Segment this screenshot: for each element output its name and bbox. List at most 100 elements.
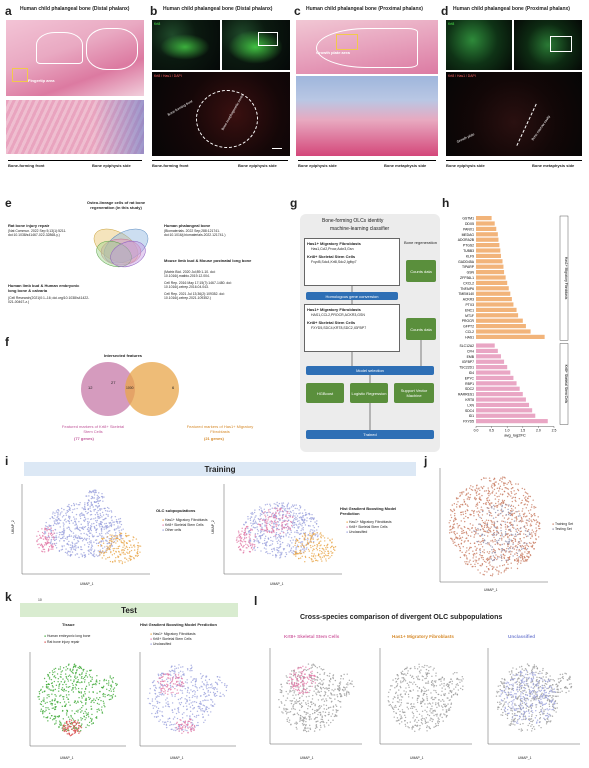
umap-point [400, 681, 402, 684]
umap-point [273, 535, 275, 538]
umap-point [179, 719, 181, 721]
umap-point [66, 542, 69, 545]
umap-point [190, 728, 193, 731]
umap-point [309, 513, 311, 516]
umap-point [526, 548, 529, 550]
umap-point [165, 723, 168, 726]
umap-point [286, 505, 288, 507]
umap-point [261, 529, 263, 531]
umap-point [153, 689, 156, 691]
umap-point [293, 713, 296, 716]
umap-point [311, 555, 313, 557]
umap-point [338, 700, 341, 703]
umap-point [76, 553, 79, 555]
umap-point [190, 664, 192, 667]
umap-point [507, 488, 510, 490]
umap-point [304, 727, 306, 729]
umap-point [181, 682, 183, 684]
umap-point [451, 538, 453, 541]
umap-point [122, 542, 125, 544]
umap-point [314, 703, 316, 706]
umap-point [87, 518, 89, 520]
x-tick-label: 2.5 [552, 428, 557, 432]
umap-point [305, 696, 308, 698]
umap-point [316, 716, 318, 719]
umap-point [171, 709, 174, 711]
umap-point [293, 526, 296, 529]
umap-point [260, 534, 262, 537]
umap-point [54, 677, 57, 679]
x-tick-label: 0.0 [474, 428, 479, 432]
umap-point [518, 548, 520, 551]
umap-point [302, 678, 305, 680]
umap-i-right-xlabel: UMAP_1 [270, 582, 284, 586]
umap-point [76, 507, 78, 510]
umap-point [319, 678, 321, 680]
umap-point [266, 551, 268, 553]
umap-point [296, 728, 298, 730]
umap-point [99, 513, 101, 515]
umap-point [311, 666, 313, 668]
umap-point [310, 536, 313, 538]
umap-point [66, 536, 69, 538]
umap-point [81, 555, 84, 558]
umap-point [90, 491, 92, 494]
umap-point [60, 673, 62, 676]
umap-point [69, 735, 72, 737]
umap-point [59, 668, 62, 670]
umap-point [116, 527, 119, 529]
umap-point [279, 514, 281, 516]
umap-point [299, 512, 301, 514]
umap-point [67, 726, 69, 729]
umap-point [75, 503, 78, 505]
umap-point [420, 705, 423, 708]
panel-label-k: k [5, 590, 12, 604]
umap-point [518, 540, 520, 543]
umap-point [275, 524, 277, 526]
umap-point [526, 542, 528, 545]
umap-point [71, 546, 73, 549]
umap-point [163, 688, 166, 690]
umap-point [452, 531, 454, 533]
umap-point [182, 671, 184, 673]
umap-point [293, 690, 296, 692]
umap-point [101, 521, 103, 524]
umap-point [523, 548, 526, 550]
umap-point [245, 534, 248, 536]
umap-point [328, 724, 330, 726]
umap-point [100, 552, 102, 554]
umap-point [276, 527, 278, 530]
umap-point [76, 730, 79, 732]
umap-point [287, 519, 290, 521]
umap-point [193, 729, 195, 732]
umap-point [267, 552, 269, 555]
umap-point [300, 706, 303, 709]
umap-point [310, 667, 312, 669]
umap-point [325, 704, 328, 707]
umap-point [477, 513, 480, 516]
umap-point [269, 552, 271, 555]
umap-point [190, 702, 192, 704]
umap-point [282, 502, 285, 504]
umap-point [316, 539, 318, 541]
umap-point [46, 540, 49, 542]
umap-point [68, 534, 71, 536]
umap-point [68, 694, 70, 696]
umap-point [58, 536, 60, 538]
umap-point [225, 689, 228, 692]
umap-point [162, 675, 164, 678]
umap-point [470, 546, 472, 549]
umap-point [102, 519, 104, 521]
umap-point [248, 533, 251, 536]
umap-point [70, 530, 73, 533]
umap-point [486, 531, 488, 534]
umap-point [482, 558, 485, 561]
panel-label-e: e [5, 196, 12, 210]
umap-point [272, 540, 274, 542]
umap-point [302, 729, 305, 732]
umap-point [522, 545, 525, 548]
umap-point [248, 532, 250, 534]
umap-point [487, 507, 489, 509]
flow-box-rat-markers: Has1+ Migratory Fibroblasts Has1,Ccl2,Pr… [304, 238, 400, 286]
venn2-left-caption: Featured markers of Krt8+ Skeletal Stem … [61, 424, 125, 434]
